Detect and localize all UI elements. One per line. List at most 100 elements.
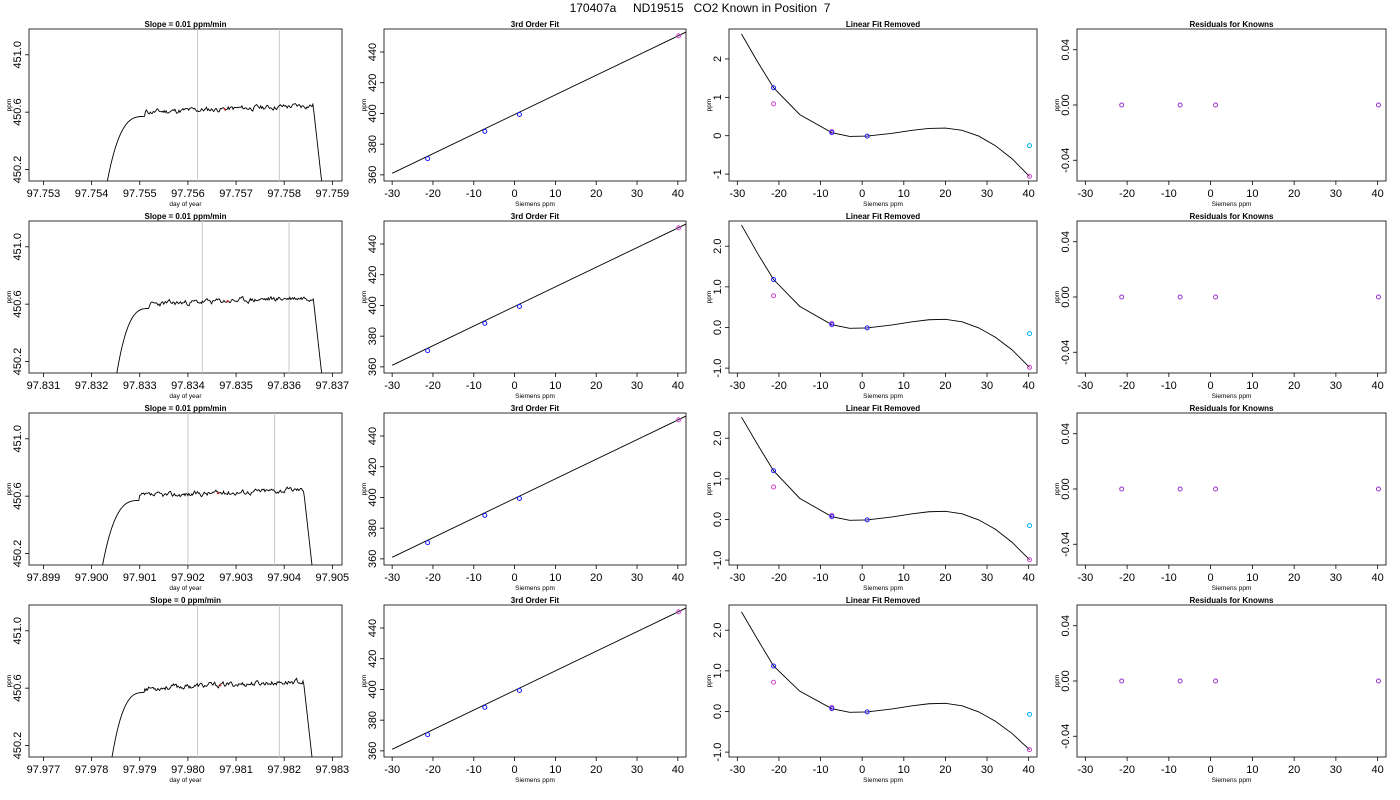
- x-tick-label: 97.837: [316, 380, 350, 392]
- x-tick-label: 97.983: [316, 764, 350, 776]
- x-tick-label: 10: [1246, 380, 1258, 392]
- x-axis-label: Siemens ppm: [1212, 777, 1252, 784]
- y-tick-label: 420: [367, 458, 379, 476]
- x-tick-label: -10: [1161, 572, 1177, 584]
- y-tick-label: 2.0: [712, 239, 724, 254]
- x-tick-label: -30: [384, 188, 400, 200]
- x-tick-label: -20: [1119, 188, 1135, 200]
- panel-fit-3: 3rd Order Fit -30 -20 -10 0 10 20 30 40 360 380 400…: [361, 404, 687, 592]
- plot-area: [106, 29, 323, 181]
- data-point-alt: [771, 293, 777, 299]
- data-point: [771, 85, 777, 91]
- fit-line: [391, 223, 686, 366]
- x-tick-label: 97.900: [75, 572, 109, 584]
- plot-area: [391, 223, 686, 366]
- x-tick-label: 20: [1288, 380, 1300, 392]
- x-tick-label: 20: [1288, 764, 1300, 776]
- y-tick-label: 0.0: [712, 512, 724, 527]
- x-tick-label: 97.981: [219, 764, 253, 776]
- data-point: [864, 133, 870, 139]
- y-tick-label: 0.04: [1060, 231, 1072, 252]
- co2-trace: [102, 486, 313, 565]
- y-tick-label: -0.04: [1060, 340, 1072, 365]
- residual-point: [1375, 678, 1381, 684]
- plot-area: [741, 611, 1033, 753]
- data-point: [482, 512, 488, 518]
- data-point: [425, 540, 431, 546]
- x-axis-label: Siemens ppm: [515, 393, 555, 400]
- x-axis-label: Siemens ppm: [863, 201, 903, 208]
- plot-frame: [383, 28, 687, 182]
- data-point: [676, 609, 682, 615]
- residual-point: [1213, 294, 1219, 300]
- panel-timeseries-4: Slope = 0 ppm/min 97.977 97.978 97.979 97.98…: [6, 596, 349, 784]
- data-point: [425, 156, 431, 162]
- data-point: [516, 496, 522, 502]
- x-tick-label: 10: [898, 764, 910, 776]
- panel-title: Slope = 0.01 ppm/min: [144, 212, 226, 221]
- y-tick-label: 450.6: [12, 290, 24, 318]
- x-tick-label: 10: [1246, 764, 1258, 776]
- x-tick-label: 97.979: [123, 764, 157, 776]
- panel-title: Linear Fit Removed: [846, 212, 920, 221]
- panel-title: Residuals for Knowns: [1189, 404, 1274, 413]
- y-tick-label: 1.0: [712, 663, 724, 678]
- panel-timeseries-2: Slope = 0.01 ppm/min 97.831 97.832 97.833 97…: [6, 212, 349, 400]
- x-tick-label: -10: [813, 380, 829, 392]
- data-point: [516, 304, 522, 310]
- residual-point: [1375, 486, 1381, 492]
- data-point: [1027, 173, 1033, 179]
- plot-area: [116, 221, 323, 373]
- y-tick-label: 400: [367, 680, 379, 698]
- data-point: [829, 514, 835, 520]
- mean-marker: [223, 108, 226, 111]
- x-tick-label: 97.901: [123, 572, 157, 584]
- y-tick-label: 360: [367, 742, 379, 760]
- data-point: [1027, 557, 1033, 563]
- x-axis-label: Siemens ppm: [863, 585, 903, 592]
- x-tick-label: 97.833: [123, 380, 157, 392]
- y-tick-label: 0.00: [1060, 286, 1072, 307]
- y-tick-label: 1: [712, 94, 724, 100]
- plot-frame: [383, 220, 687, 374]
- y-tick-label: 0.00: [1060, 478, 1072, 499]
- x-tick-label: 0: [859, 572, 865, 584]
- panel-linfit-3: Linear Fit Removed -30 -20 -10 0 10 20 30 40 -1.0…: [706, 404, 1038, 592]
- y-tick-label: 451.0: [12, 41, 24, 69]
- residual-point: [1119, 678, 1125, 684]
- plot-area: [1119, 102, 1381, 108]
- panel-title: 3rd Order Fit: [511, 20, 560, 29]
- x-tick-label: -10: [466, 188, 482, 200]
- panel-title: Residuals for Knowns: [1189, 212, 1274, 221]
- data-point: [829, 706, 835, 712]
- x-tick-label: 30: [981, 188, 993, 200]
- x-tick-label: -10: [466, 380, 482, 392]
- fit-line: [391, 607, 686, 750]
- x-tick-label: -20: [425, 380, 441, 392]
- x-tick-label: 0: [512, 764, 518, 776]
- residual-point: [1177, 486, 1183, 492]
- y-tick-label: 440: [367, 235, 379, 253]
- data-point-alt: [1027, 331, 1033, 337]
- x-tick-label: 20: [939, 764, 951, 776]
- plot-area: [1119, 294, 1381, 300]
- x-tick-label: 97.899: [27, 572, 61, 584]
- x-tick-label: 40: [1372, 188, 1384, 200]
- residual-point: [1177, 294, 1183, 300]
- x-tick-label: 20: [939, 380, 951, 392]
- y-tick-label: 380: [367, 519, 379, 537]
- x-tick-label: 40: [1023, 188, 1035, 200]
- x-tick-label: 97.904: [267, 572, 301, 584]
- x-tick-label: 40: [672, 572, 684, 584]
- y-tick-label: 420: [367, 650, 379, 668]
- y-tick-label: 450.2: [12, 732, 24, 760]
- fit-line: [391, 415, 686, 558]
- fit-curve: [741, 611, 1030, 751]
- x-tick-label: -30: [729, 572, 745, 584]
- data-point: [425, 732, 431, 738]
- x-tick-label: -10: [1161, 764, 1177, 776]
- y-tick-label: 0.04: [1060, 423, 1072, 444]
- x-tick-label: -30: [1077, 380, 1093, 392]
- residual-point: [1213, 102, 1219, 108]
- data-point: [425, 348, 431, 354]
